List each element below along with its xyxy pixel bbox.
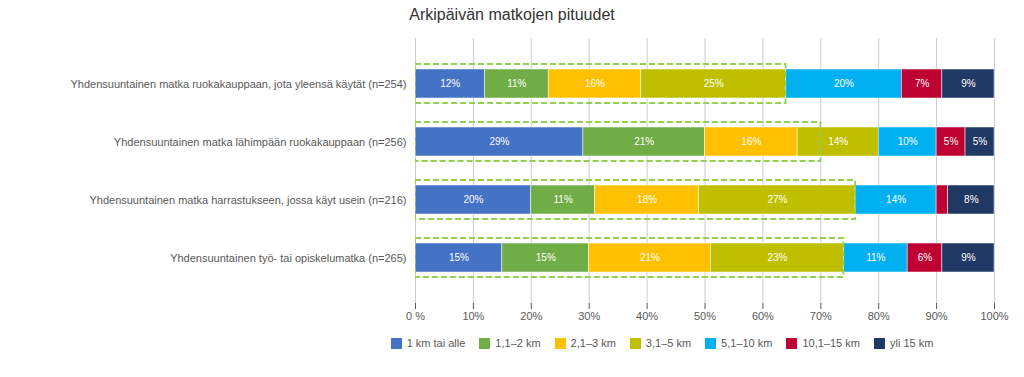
svg-text:27%: 27% xyxy=(767,194,787,205)
html-text:1 km tai alle: 1 km tai alle xyxy=(406,337,466,349)
html-text:Arkipäivän matkojen pituudet: Arkipäivän matkojen pituudet xyxy=(409,6,615,23)
svg-text:11%: 11% xyxy=(554,194,573,205)
svg-text:Yhdensuuntainen matka ruokakau: Yhdensuuntainen matka ruokakauppaan, jot… xyxy=(70,78,406,90)
svg-text:5%: 5% xyxy=(973,136,988,147)
html-text:2,1–3 km: 2,1–3 km xyxy=(570,337,616,349)
svg-text:50%: 50% xyxy=(694,310,716,322)
svg-text:Yhdensuuntainen työ- tai opisk: Yhdensuuntainen työ- tai opiskelumatka (… xyxy=(170,252,406,264)
svg-text:7%: 7% xyxy=(915,78,930,89)
svg-text:100%: 100% xyxy=(980,310,1008,322)
svg-text:70%: 70% xyxy=(810,310,832,322)
svg-text:80%: 80% xyxy=(868,310,890,322)
svg-text:11%: 11% xyxy=(507,78,526,89)
svg-text:10%: 10% xyxy=(462,310,484,322)
svg-text:16%: 16% xyxy=(741,136,761,147)
svg-text:15%: 15% xyxy=(536,252,556,263)
html-text:5,1–10 km: 5,1–10 km xyxy=(721,337,773,349)
html-text:10,1–15 km: 10,1–15 km xyxy=(802,337,860,349)
svg-text:12%: 12% xyxy=(440,78,460,89)
svg-text:21%: 21% xyxy=(634,136,654,147)
svg-text:10%: 10% xyxy=(898,136,918,147)
svg-text:9%: 9% xyxy=(961,252,976,263)
svg-text:18%: 18% xyxy=(637,194,657,205)
svg-text:5%: 5% xyxy=(944,136,959,147)
html-text:yli 15 km: yli 15 km xyxy=(890,337,934,349)
svg-text:23%: 23% xyxy=(767,252,787,263)
svg-text:15%: 15% xyxy=(449,252,469,263)
svg-text:0 %: 0 % xyxy=(406,310,425,322)
svg-text:Yhdensuuntainen matka lähimpää: Yhdensuuntainen matka lähimpään ruokakau… xyxy=(114,136,407,148)
svg-text:11%: 11% xyxy=(866,252,885,263)
svg-text:8%: 8% xyxy=(964,194,979,205)
svg-text:Yhdensuuntainen matka harrastu: Yhdensuuntainen matka harrastukseen, jos… xyxy=(89,194,406,206)
svg-text:21%: 21% xyxy=(640,252,660,263)
svg-text:20%: 20% xyxy=(520,310,542,322)
svg-text:14%: 14% xyxy=(886,194,906,205)
svg-text:9%: 9% xyxy=(961,78,976,89)
svg-text:29%: 29% xyxy=(489,136,509,147)
svg-text:60%: 60% xyxy=(752,310,774,322)
html-text:1,1–2 km: 1,1–2 km xyxy=(495,337,541,349)
html-text:3,1–5 km: 3,1–5 km xyxy=(645,337,692,349)
svg-text:40%: 40% xyxy=(636,310,658,322)
svg-text:20%: 20% xyxy=(463,194,483,205)
svg-text:20%: 20% xyxy=(834,78,854,89)
svg-text:16%: 16% xyxy=(585,78,605,89)
svg-text:90%: 90% xyxy=(926,310,948,322)
svg-text:14%: 14% xyxy=(828,136,848,147)
svg-text:30%: 30% xyxy=(578,310,600,322)
svg-text:25%: 25% xyxy=(704,78,724,89)
svg-text:6%: 6% xyxy=(918,252,933,263)
